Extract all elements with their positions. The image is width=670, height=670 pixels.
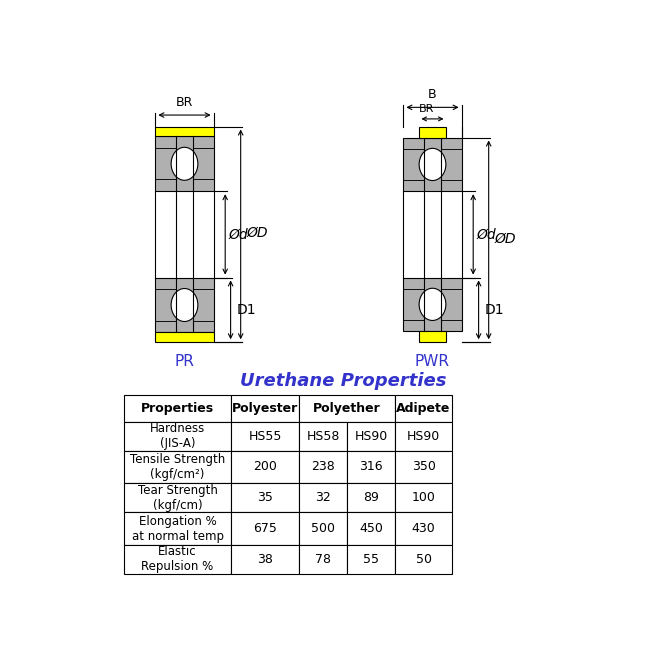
Bar [419, 127, 446, 137]
Text: 316: 316 [360, 460, 383, 474]
Bar [124, 513, 231, 545]
Text: 500: 500 [312, 522, 335, 535]
Bar [155, 332, 214, 342]
Text: D1: D1 [237, 303, 257, 317]
Text: HS58: HS58 [307, 429, 340, 443]
Text: 675: 675 [253, 522, 277, 535]
Text: Ød: Ød [476, 227, 496, 241]
Text: 350: 350 [411, 460, 436, 474]
Text: Polyether: Polyether [314, 401, 381, 415]
Bar [395, 513, 452, 545]
Bar [155, 277, 214, 332]
Bar [124, 483, 231, 513]
Bar [395, 395, 452, 421]
Text: PWR: PWR [415, 354, 450, 369]
Text: 238: 238 [312, 460, 335, 474]
Text: 50: 50 [415, 553, 431, 566]
Ellipse shape [419, 148, 446, 180]
Ellipse shape [171, 147, 198, 180]
Bar [124, 545, 231, 574]
Text: D1: D1 [485, 303, 505, 317]
Text: Tensile Strength
(kgf/cm²): Tensile Strength (kgf/cm²) [130, 453, 225, 481]
Bar [395, 421, 452, 451]
Bar [155, 127, 214, 136]
Text: Polyester: Polyester [232, 401, 298, 415]
Text: 55: 55 [363, 553, 379, 566]
Bar [231, 395, 299, 421]
Bar [403, 137, 462, 191]
Text: Hardness
(JIS-A): Hardness (JIS-A) [150, 422, 205, 450]
Text: HS90: HS90 [407, 429, 440, 443]
Text: Tear Strength
(kgf/cm): Tear Strength (kgf/cm) [137, 484, 218, 512]
Text: Elongation %
at normal temp: Elongation % at normal temp [131, 515, 224, 543]
Text: ØD: ØD [495, 231, 517, 245]
Bar [347, 421, 395, 451]
Ellipse shape [171, 289, 198, 322]
Bar [347, 513, 395, 545]
Text: Urethane Properties: Urethane Properties [240, 372, 447, 390]
Bar [419, 331, 446, 342]
Text: PR: PR [175, 354, 194, 369]
Bar [299, 395, 395, 421]
Bar [124, 451, 231, 483]
Text: BR: BR [419, 105, 434, 115]
Bar [395, 451, 452, 483]
Text: 89: 89 [363, 491, 379, 505]
Bar [124, 395, 231, 421]
Bar [155, 136, 214, 191]
Bar [231, 545, 299, 574]
Bar [403, 277, 462, 331]
Text: 450: 450 [359, 522, 383, 535]
Bar [299, 513, 347, 545]
Bar [231, 421, 299, 451]
Text: BR: BR [176, 96, 193, 109]
Text: 38: 38 [257, 553, 273, 566]
Bar [395, 483, 452, 513]
Bar [347, 545, 395, 574]
Ellipse shape [419, 288, 446, 320]
Text: HS55: HS55 [249, 429, 282, 443]
Bar [124, 421, 231, 451]
Text: Adipete: Adipete [397, 401, 451, 415]
Text: 35: 35 [257, 491, 273, 505]
Text: Ød: Ød [228, 227, 248, 241]
Bar [299, 421, 347, 451]
Text: ØD: ØD [247, 226, 269, 240]
Text: 32: 32 [316, 491, 331, 505]
Bar [231, 483, 299, 513]
Text: B: B [428, 88, 437, 101]
Bar [231, 513, 299, 545]
Text: HS90: HS90 [354, 429, 388, 443]
Bar [299, 545, 347, 574]
Bar [299, 451, 347, 483]
Text: 200: 200 [253, 460, 277, 474]
Text: Elastic
Repulsion %: Elastic Repulsion % [141, 545, 214, 574]
Text: 100: 100 [411, 491, 436, 505]
Text: 430: 430 [411, 522, 436, 535]
Bar [231, 451, 299, 483]
Text: Properties: Properties [141, 401, 214, 415]
Bar [347, 451, 395, 483]
Bar [347, 483, 395, 513]
Bar [299, 483, 347, 513]
Text: 78: 78 [315, 553, 331, 566]
Bar [395, 545, 452, 574]
